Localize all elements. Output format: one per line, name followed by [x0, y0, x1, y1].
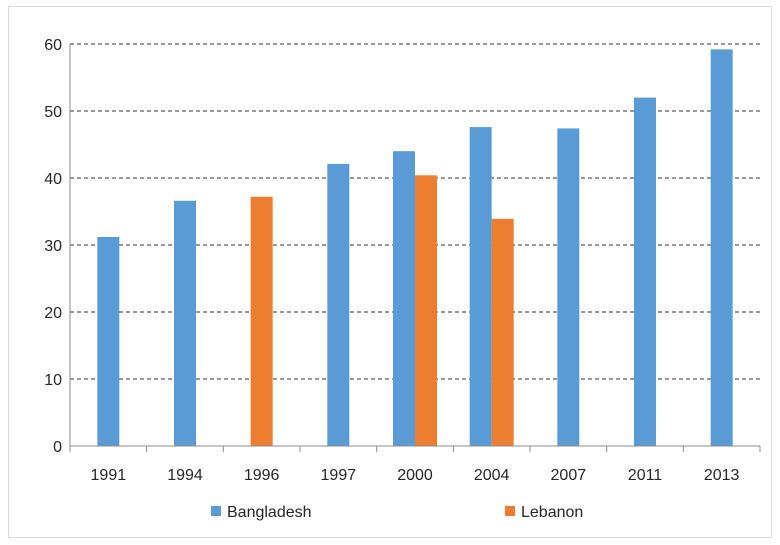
x-tick-label-1991: 1991: [91, 467, 127, 484]
x-tick-label-2000: 2000: [397, 467, 433, 484]
y-tick-label-40: 40: [44, 171, 62, 188]
x-tick-label-2007: 2007: [551, 467, 587, 484]
bar-chart: 0 10 20 30 40 50 60 1991 1994 1996 1997 2000 2004 20…: [44, 37, 761, 521]
y-tick-label-30: 30: [44, 238, 62, 255]
y-tick-label-20: 20: [44, 305, 62, 322]
legend-label-bangladesh: Bangladesh: [227, 504, 312, 521]
x-tick-label-1997: 1997: [321, 467, 357, 484]
bar-bangladesh-2000: [393, 151, 415, 446]
axes: [69, 44, 761, 452]
bar-bangladesh-2004: [469, 127, 492, 446]
y-tick-label-10: 10: [44, 372, 62, 389]
legend-swatch-bangladesh: [211, 506, 221, 516]
bar-lebanon-2004: [491, 218, 514, 446]
legend: Bangladesh Lebanon: [211, 504, 583, 521]
x-tick-label-2004: 2004: [474, 467, 510, 484]
y-tick-label-60: 60: [44, 37, 62, 54]
bars: [97, 49, 733, 447]
bar-bangladesh-2013: [710, 49, 733, 447]
legend-label-lebanon: Lebanon: [521, 504, 583, 521]
y-tick-label-0: 0: [53, 439, 62, 456]
bar-bangladesh-1997: [327, 163, 350, 446]
bar-bangladesh-2011: [634, 97, 656, 446]
x-tick-label-2011: 2011: [628, 467, 663, 484]
y-tick-labels: 0 10 20 30 40 50 60: [44, 37, 62, 456]
bar-bangladesh-1991: [97, 236, 120, 446]
bar-bangladesh-1994: [174, 200, 196, 446]
x-tick-label-1994: 1994: [167, 467, 203, 484]
chart-frame: 0 10 20 30 40 50 60 1991 1994 1996 1997 2000 2004 20…: [8, 6, 772, 538]
x-tick-label-2013: 2013: [704, 467, 740, 484]
bar-lebanon-2000: [415, 175, 437, 446]
x-tick-label-1996: 1996: [244, 467, 280, 484]
bar-lebanon-1996: [250, 196, 273, 446]
x-tick-labels: 1991 1994 1996 1997 2000 2004 2007 2011 2013: [91, 467, 740, 484]
y-tick-label-50: 50: [44, 104, 62, 121]
legend-swatch-lebanon: [505, 506, 515, 516]
bar-bangladesh-2007: [557, 128, 580, 447]
